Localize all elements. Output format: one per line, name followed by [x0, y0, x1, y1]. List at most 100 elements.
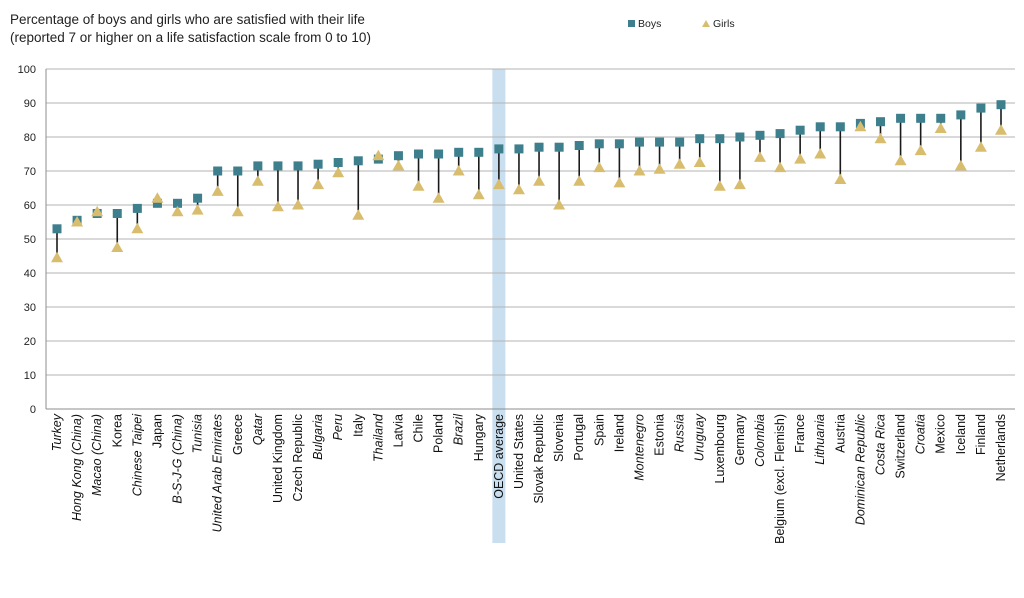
point-girls-korea	[111, 241, 124, 252]
point-girls-costa-rica	[874, 132, 887, 144]
point-boys-turkey	[52, 224, 62, 234]
y-tick-label-90: 90	[24, 98, 36, 110]
x-tick-label-russia: Russia	[673, 414, 687, 452]
point-girls-turkey	[51, 251, 63, 263]
point-girls-united-arab-emirates	[211, 185, 224, 196]
point-boys-estonia	[655, 137, 665, 147]
x-tick-label-chinese-taipei: Chinese Taipei	[130, 413, 144, 496]
x-tick-label-b-s-j-g-china: B-S-J-G (China)	[171, 414, 185, 504]
point-boys-portugal	[574, 141, 584, 150]
point-girls-macao-china	[91, 205, 104, 217]
x-tick-label-thailand: Thailand	[371, 413, 385, 462]
point-girls-tunisia	[191, 204, 204, 215]
point-girls-russia	[673, 158, 686, 169]
point-girls-italy	[352, 209, 365, 220]
point-girls-uruguay	[693, 156, 706, 167]
x-tick-label-united-arab-emirates: United Arab Emirates	[211, 414, 225, 532]
point-girls-estonia	[653, 163, 666, 174]
x-tick-label-united-states: United States	[512, 414, 526, 489]
point-boys-brazil	[454, 147, 464, 157]
x-tick-label-italy: Italy	[351, 413, 365, 437]
x-tick-label-costa-rica: Costa Rica	[873, 414, 887, 475]
x-tick-label-bulgaria: Bulgaria	[311, 414, 325, 460]
point-girls-germany	[733, 178, 746, 190]
y-tick-label-40: 40	[24, 268, 36, 280]
point-girls-oecd-average	[492, 178, 505, 190]
x-tick-label-japan: Japan	[150, 414, 164, 448]
x-tick-label-iceland: Iceland	[954, 414, 968, 454]
x-tick-label-estonia: Estonia	[653, 414, 667, 456]
point-boys-japan	[152, 198, 162, 208]
point-girls-montenegro	[633, 165, 646, 176]
point-girls-qatar	[251, 175, 264, 186]
grid-layer	[45, 68, 1015, 410]
x-tick-label-hong-kong-china: Hong Kong (China)	[70, 414, 84, 521]
series-boys	[52, 100, 1006, 234]
x-tick-label-czech-republic: Czech Republic	[291, 414, 305, 502]
point-boys-austria	[835, 122, 845, 132]
x-tick-label-turkey: Turkey	[50, 413, 64, 451]
y-tick-label-100: 100	[18, 64, 36, 76]
point-boys-slovenia	[554, 142, 564, 152]
point-girls-dominican-republic	[854, 120, 867, 132]
chart-title: Percentage of boys and girls who are sat…	[10, 12, 365, 27]
y-tick-label-50: 50	[24, 234, 36, 246]
x-tick-label-korea: Korea	[110, 414, 124, 447]
point-girls-chile	[412, 180, 425, 191]
x-tick-label-finland: Finland	[974, 414, 988, 455]
x-tick-label-austria: Austria	[833, 414, 847, 453]
x-tick-label-lithuania: Lithuania	[813, 414, 827, 465]
chart-subtitle: (reported 7 or higher on a life satisfac…	[10, 30, 371, 45]
point-boys-mexico	[936, 113, 946, 123]
x-tick-label-tunisia: Tunisia	[191, 414, 205, 453]
point-girls-hungary	[472, 188, 485, 200]
point-girls-united-kingdom	[271, 200, 284, 212]
point-girls-luxembourg	[713, 180, 726, 191]
x-tick-label-spain: Spain	[592, 414, 606, 446]
point-boys-oecd-average	[494, 144, 504, 154]
point-girls-lithuania	[814, 148, 827, 159]
x-tick-label-switzerland: Switzerland	[894, 414, 908, 479]
x-tick-label-uruguay: Uruguay	[693, 413, 707, 461]
point-boys-united-kingdom	[273, 161, 283, 171]
x-tick-label-france: France	[793, 414, 807, 453]
point-girls-latvia	[392, 159, 405, 171]
x-tick-label-brazil: Brazil	[452, 413, 466, 445]
legend-boys-marker	[628, 20, 635, 27]
point-boys-ireland	[614, 139, 624, 149]
point-girls-thailand	[372, 149, 385, 161]
point-girls-peru	[332, 166, 345, 178]
x-axis: Turkey Hong Kong (China) Macao (China) Kore…	[50, 413, 1008, 544]
point-girls-croatia	[914, 144, 927, 156]
point-boys-peru	[333, 158, 343, 167]
point-boys-korea	[112, 209, 122, 218]
x-tick-label-portugal: Portugal	[572, 414, 586, 461]
point-boys-germany	[735, 132, 745, 142]
point-boys-lithuania	[815, 122, 825, 132]
y-tick-label-80: 80	[24, 132, 36, 144]
y-tick-label-30: 30	[24, 302, 36, 314]
legend: Boys Girls	[628, 18, 735, 30]
point-girls-brazil	[452, 165, 465, 176]
x-tick-label-luxembourg: Luxembourg	[713, 414, 727, 484]
y-tick-label-70: 70	[24, 166, 36, 178]
point-boys-latvia	[393, 151, 403, 161]
y-tick-label-60: 60	[24, 200, 36, 212]
x-tick-label-croatia: Croatia	[914, 414, 928, 454]
point-girls-iceland	[954, 159, 967, 171]
point-boys-tunisia	[193, 193, 203, 203]
point-girls-spain	[593, 161, 606, 173]
point-girls-b-s-j-g-china	[171, 205, 184, 217]
x-tick-label-hungary: Hungary	[472, 413, 486, 461]
x-tick-label-mexico: Mexico	[934, 414, 948, 454]
point-girls-hong-kong-china	[71, 216, 84, 227]
x-tick-label-belgium-excl-flemish: Belgium (excl. Flemish)	[773, 414, 787, 544]
point-girls-colombia	[753, 151, 766, 162]
point-boys-hungary	[474, 147, 484, 157]
series-girls	[51, 120, 1007, 263]
point-boys-finland	[976, 103, 986, 113]
legend-girls-marker	[702, 20, 710, 27]
point-boys-greece	[233, 166, 243, 176]
x-tick-label-slovenia: Slovenia	[552, 414, 566, 462]
point-boys-france	[795, 125, 805, 135]
